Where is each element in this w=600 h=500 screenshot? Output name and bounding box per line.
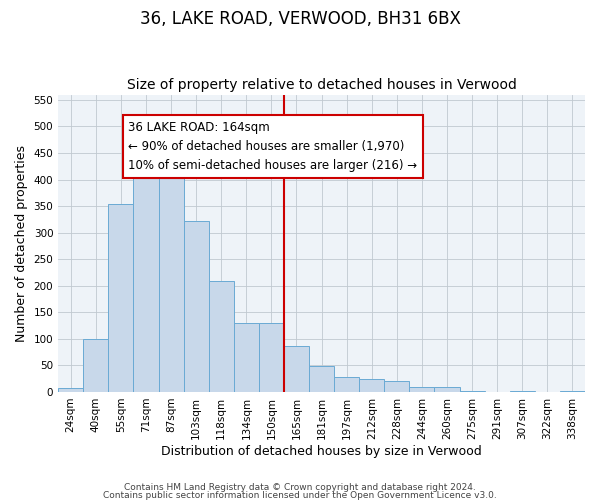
Bar xyxy=(385,382,409,392)
Title: Size of property relative to detached houses in Verwood: Size of property relative to detached ho… xyxy=(127,78,517,92)
Bar xyxy=(284,346,309,392)
Bar xyxy=(510,391,535,392)
Y-axis label: Number of detached properties: Number of detached properties xyxy=(15,145,28,342)
Text: Contains HM Land Registry data © Crown copyright and database right 2024.: Contains HM Land Registry data © Crown c… xyxy=(124,484,476,492)
Text: Contains public sector information licensed under the Open Government Licence v3: Contains public sector information licen… xyxy=(103,490,497,500)
Bar xyxy=(359,378,385,392)
Bar xyxy=(409,387,434,392)
Bar xyxy=(334,376,359,392)
Bar xyxy=(184,221,209,392)
Bar xyxy=(434,387,460,392)
Bar xyxy=(133,156,158,392)
Bar xyxy=(309,366,334,392)
Text: 36, LAKE ROAD, VERWOOD, BH31 6BX: 36, LAKE ROAD, VERWOOD, BH31 6BX xyxy=(140,10,460,28)
Bar xyxy=(460,391,485,392)
Bar xyxy=(58,388,83,392)
X-axis label: Distribution of detached houses by size in Verwood: Distribution of detached houses by size … xyxy=(161,444,482,458)
Text: 36 LAKE ROAD: 164sqm
← 90% of detached houses are smaller (1,970)
10% of semi-de: 36 LAKE ROAD: 164sqm ← 90% of detached h… xyxy=(128,121,418,172)
Bar xyxy=(109,204,133,392)
Bar xyxy=(83,339,109,392)
Bar xyxy=(560,391,585,392)
Bar xyxy=(158,168,184,392)
Bar xyxy=(234,323,259,392)
Bar xyxy=(209,281,234,392)
Bar xyxy=(259,323,284,392)
